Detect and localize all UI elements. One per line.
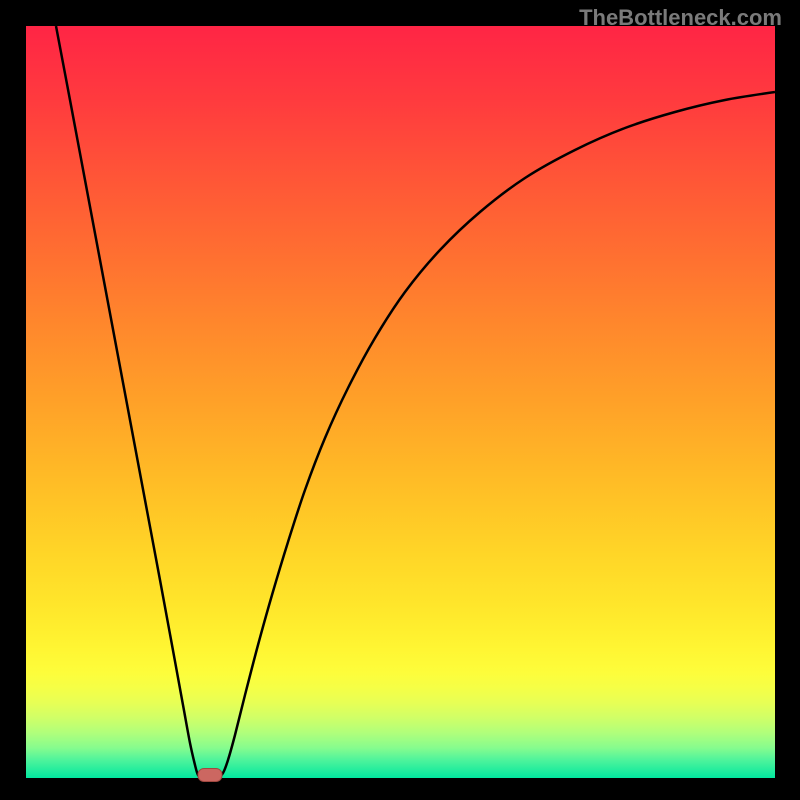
bottleneck-chart: TheBottleneck.com <box>0 0 800 800</box>
gradient-background <box>26 26 775 778</box>
watermark-text: TheBottleneck.com <box>579 5 782 31</box>
optimal-marker <box>198 769 222 782</box>
chart-svg <box>0 0 800 800</box>
